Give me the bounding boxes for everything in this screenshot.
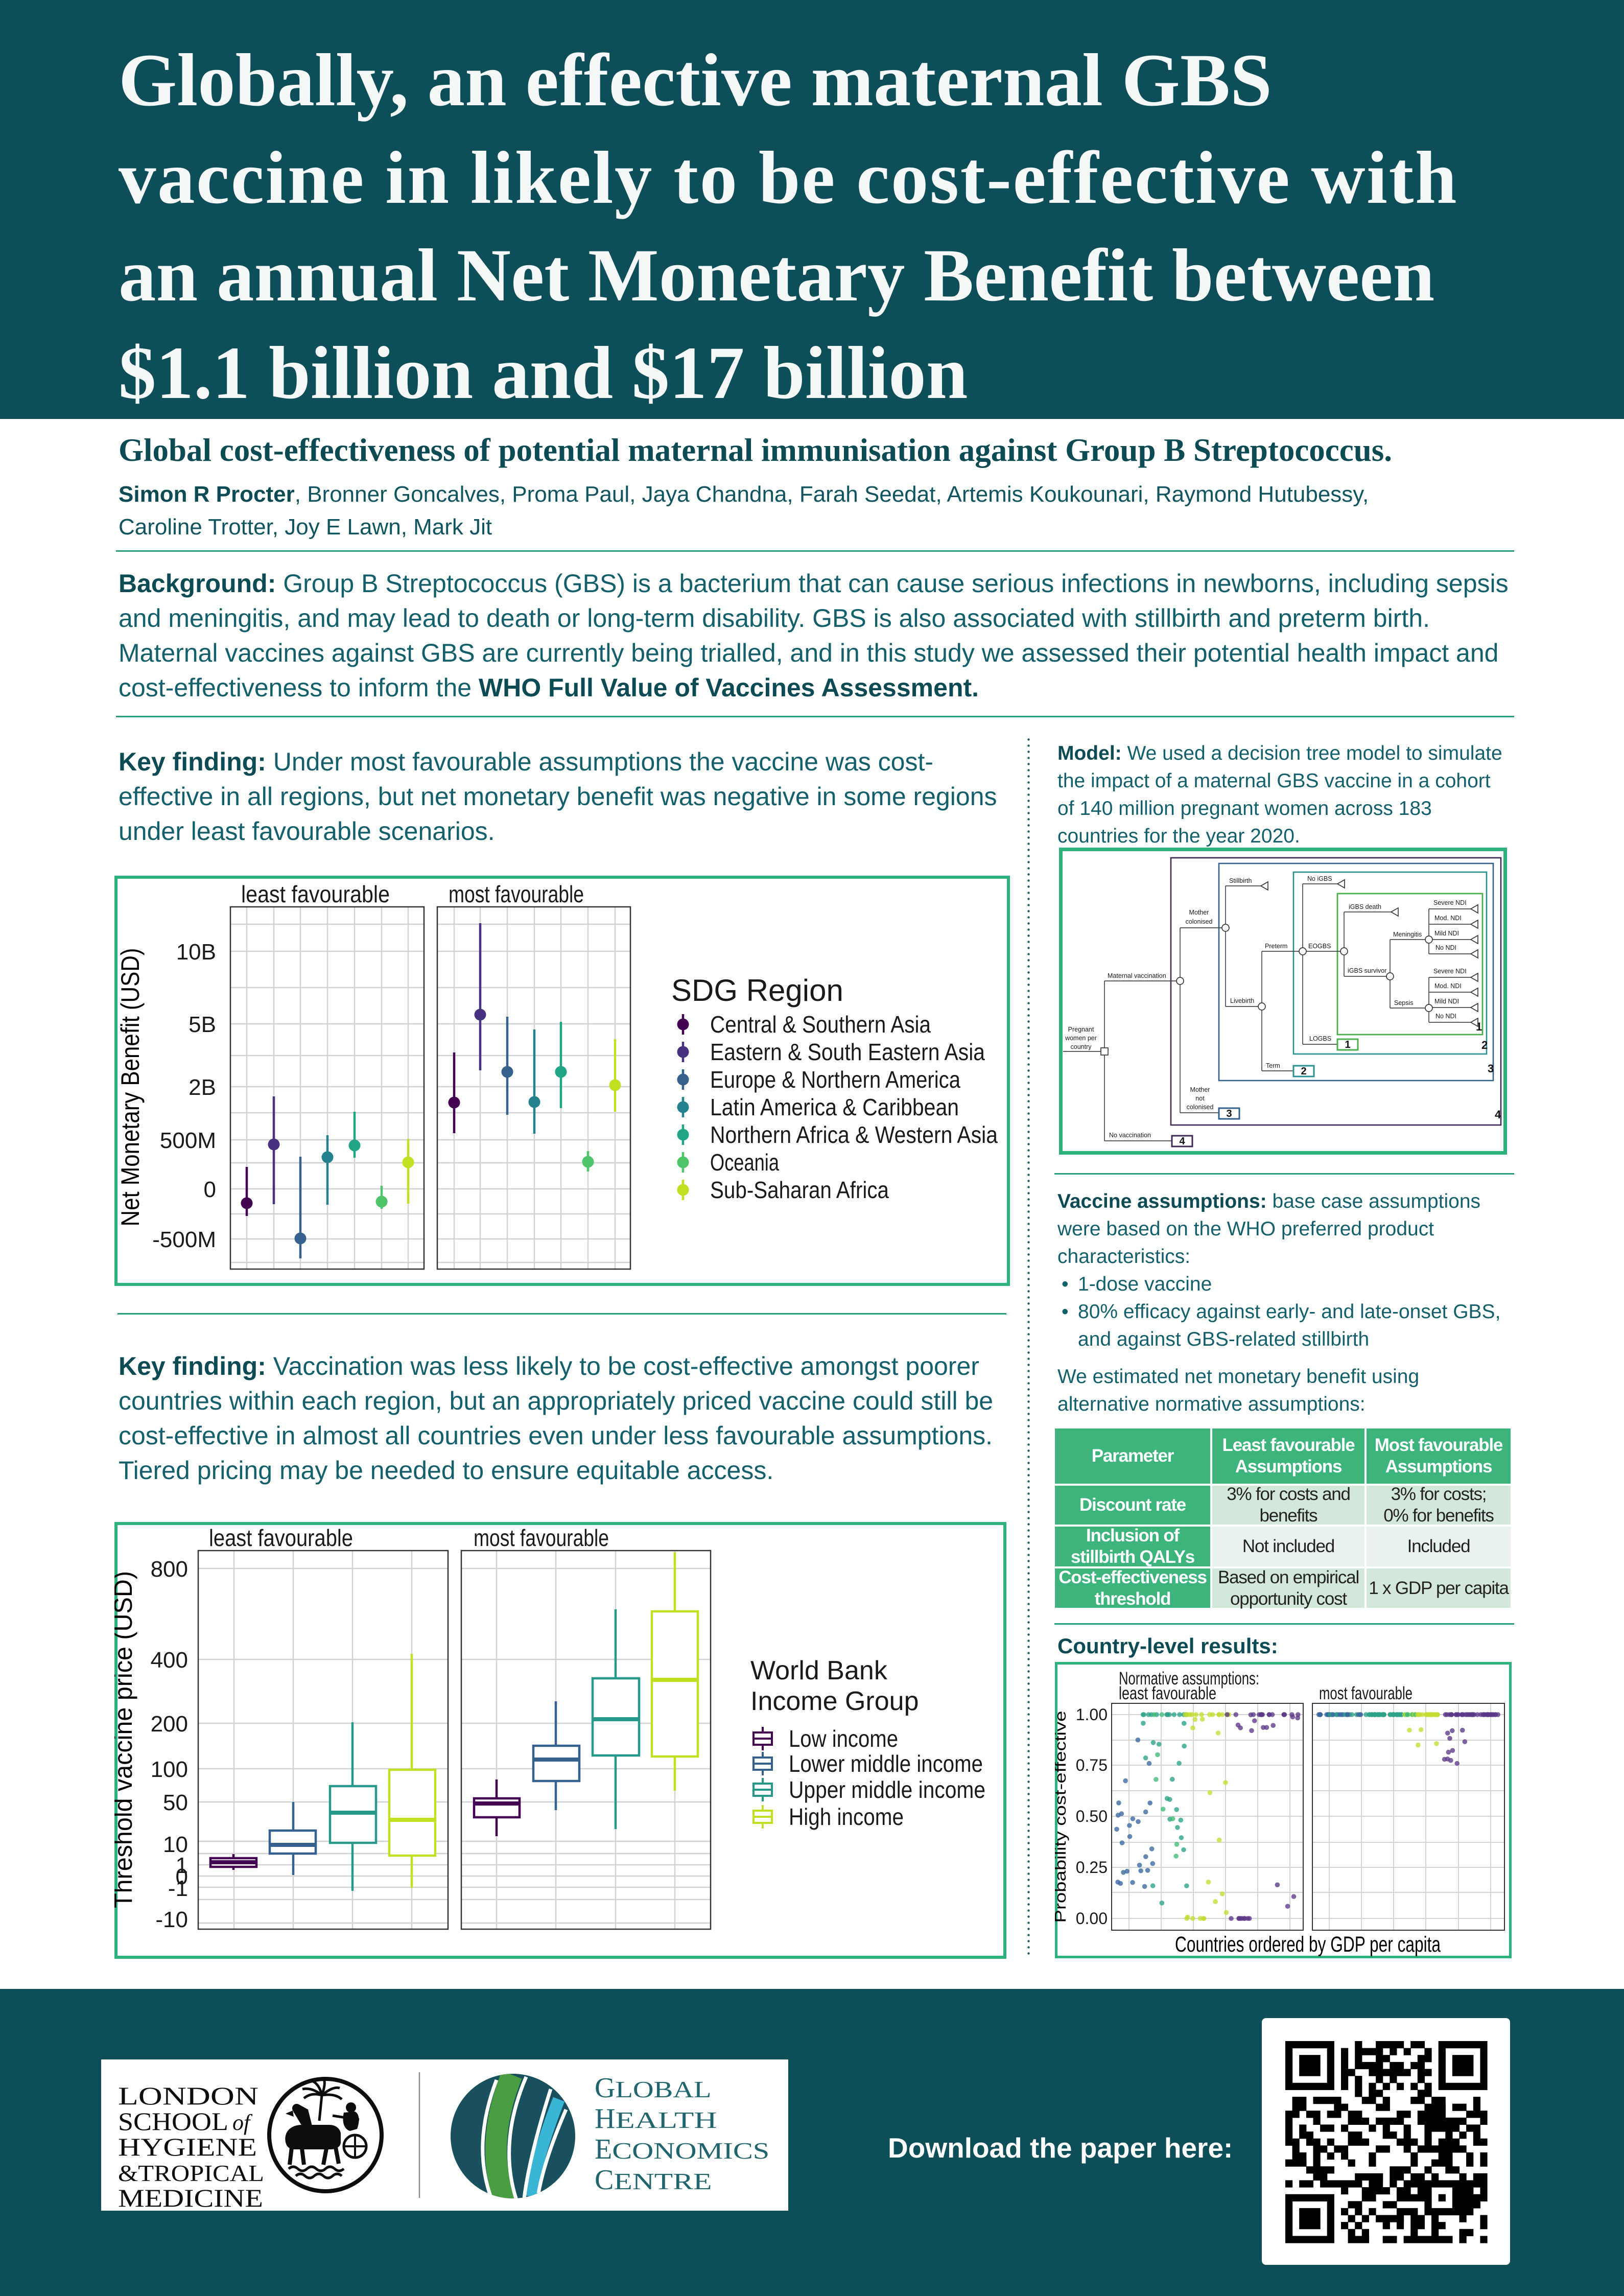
svg-text:2B: 2B [189, 1075, 216, 1100]
svg-text:500M: 500M [160, 1128, 216, 1153]
svg-text:Mild NDI: Mild NDI [1434, 998, 1459, 1005]
svg-text:1.00: 1.00 [1076, 1705, 1108, 1724]
svg-text:10: 10 [163, 1832, 188, 1857]
svg-text:0: 0 [176, 1864, 188, 1889]
svg-text:colonised: colonised [1187, 1104, 1214, 1111]
svg-text:4: 4 [1179, 1136, 1185, 1147]
svg-text:Latin America & Caribbean: Latin America & Caribbean [710, 1094, 959, 1120]
svg-text:Sepsis: Sepsis [1394, 999, 1414, 1006]
svg-text:Europe & Northern America: Europe & Northern America [710, 1066, 960, 1093]
svg-text:Mod. NDI: Mod. NDI [1434, 915, 1462, 922]
svg-text:Sub-Saharan Africa: Sub-Saharan Africa [710, 1177, 889, 1203]
svg-text:most favourable: most favourable [449, 881, 584, 907]
svg-text:ECONOMICS: ECONOMICS [595, 2134, 769, 2165]
svg-text:0: 0 [204, 1177, 216, 1202]
svg-text:Income Group: Income Group [750, 1686, 919, 1716]
svg-text:-500M: -500M [152, 1227, 216, 1252]
svg-text:iGBS death: iGBS death [1349, 903, 1381, 910]
svg-text:Term: Term [1266, 1062, 1280, 1069]
svg-text:colonised: colonised [1186, 918, 1213, 925]
svg-text:3: 3 [1488, 1062, 1494, 1075]
svg-text:Central & Southern Asia: Central & Southern Asia [710, 1011, 931, 1038]
svg-text:Meningitis: Meningitis [1393, 931, 1422, 938]
svg-text:10B: 10B [176, 940, 216, 965]
svg-text:Low income: Low income [789, 1725, 898, 1752]
svg-text:HEALTH: HEALTH [595, 2103, 717, 2135]
svg-text:Preterm: Preterm [1265, 943, 1287, 950]
svg-text:Pregnant: Pregnant [1068, 1026, 1094, 1033]
svg-text:most favourable: most favourable [1319, 1683, 1413, 1703]
svg-text:Northern Africa & Western Asia: Northern Africa & Western Asia [710, 1121, 998, 1148]
svg-text:Mother: Mother [1190, 1086, 1210, 1093]
svg-text:No vaccination: No vaccination [1109, 1132, 1151, 1139]
svg-text:1: 1 [176, 1853, 188, 1878]
svg-text:SDG Region: SDG Region [671, 973, 843, 1008]
svg-text:Net Monetary Benefit (USD): Net Monetary Benefit (USD) [116, 948, 145, 1227]
svg-text:least favourable: least favourable [209, 1525, 353, 1551]
svg-text:-10: -10 [155, 1907, 188, 1932]
svg-text:least favourable: least favourable [1119, 1683, 1216, 1703]
svg-text:GLOBAL: GLOBAL [595, 2072, 711, 2104]
svg-text:most favourable: most favourable [474, 1525, 609, 1551]
svg-text:0.25: 0.25 [1076, 1858, 1108, 1877]
svg-text:Severe NDI: Severe NDI [1433, 968, 1467, 975]
svg-text:Severe NDI: Severe NDI [1433, 899, 1467, 906]
svg-text:Lower middle income: Lower middle income [789, 1750, 983, 1777]
svg-text:No iGBS: No iGBS [1307, 875, 1332, 882]
svg-text:CENTRE: CENTRE [595, 2164, 712, 2196]
svg-text:HYGIENE: HYGIENE [118, 2133, 257, 2161]
svg-text:2: 2 [1301, 1066, 1306, 1077]
svg-text:3: 3 [1226, 1108, 1232, 1119]
svg-text:1: 1 [1345, 1039, 1350, 1050]
svg-text:MEDICINE: MEDICINE [118, 2184, 263, 2211]
svg-text:not: not [1195, 1095, 1205, 1102]
svg-text:Maternal vaccination: Maternal vaccination [1108, 972, 1166, 979]
svg-text:100: 100 [151, 1757, 188, 1782]
svg-text:women per: women per [1065, 1035, 1097, 1042]
svg-text:0.75: 0.75 [1076, 1756, 1108, 1774]
svg-text:least favourable: least favourable [241, 881, 390, 907]
svg-text:Mother: Mother [1189, 909, 1209, 916]
svg-text:Mild NDI: Mild NDI [1434, 930, 1459, 937]
svg-text:World Bank: World Bank [750, 1656, 888, 1685]
svg-text:400: 400 [151, 1648, 188, 1673]
svg-text:Livebirth: Livebirth [1230, 997, 1254, 1004]
svg-text:5B: 5B [189, 1012, 216, 1037]
svg-text:iGBS survivor: iGBS survivor [1348, 967, 1386, 974]
svg-text:country: country [1071, 1043, 1092, 1050]
svg-text:200: 200 [151, 1712, 188, 1737]
svg-text:LOGBS: LOGBS [1309, 1035, 1331, 1042]
svg-text:Probability cost-effective: Probability cost-effective [1055, 1711, 1069, 1923]
svg-text:50: 50 [163, 1790, 188, 1815]
svg-text:Oceania: Oceania [710, 1149, 779, 1176]
svg-text:800: 800 [151, 1557, 188, 1582]
svg-text:0.50: 0.50 [1076, 1807, 1108, 1825]
svg-text:Normative assumptions:: Normative assumptions: [1119, 1669, 1259, 1689]
svg-text:High income: High income [789, 1803, 904, 1830]
svg-text:No NDI: No NDI [1435, 944, 1456, 951]
svg-text:Upper middle income: Upper middle income [789, 1776, 985, 1803]
svg-text:Eastern & South Eastern Asia: Eastern & South Eastern Asia [710, 1039, 985, 1065]
svg-text:Mod. NDI: Mod. NDI [1434, 982, 1462, 990]
svg-text:EOGBS: EOGBS [1308, 943, 1331, 950]
svg-text:0.00: 0.00 [1076, 1909, 1108, 1928]
svg-text:2: 2 [1481, 1039, 1488, 1051]
svg-text:&TROPICAL: &TROPICAL [118, 2160, 264, 2186]
svg-text:-1: -1 [168, 1876, 188, 1901]
svg-text:Countries ordered by GDP per c: Countries ordered by GDP per capita [1175, 1932, 1441, 1957]
svg-text:Stillbirth: Stillbirth [1229, 877, 1252, 884]
svg-text:No NDI: No NDI [1435, 1013, 1456, 1020]
svg-text:Threshold vaccine price (USD): Threshold vaccine price (USD) [114, 1571, 137, 1908]
svg-text:4: 4 [1495, 1108, 1501, 1121]
svg-text:LONDON: LONDON [118, 2081, 258, 2110]
